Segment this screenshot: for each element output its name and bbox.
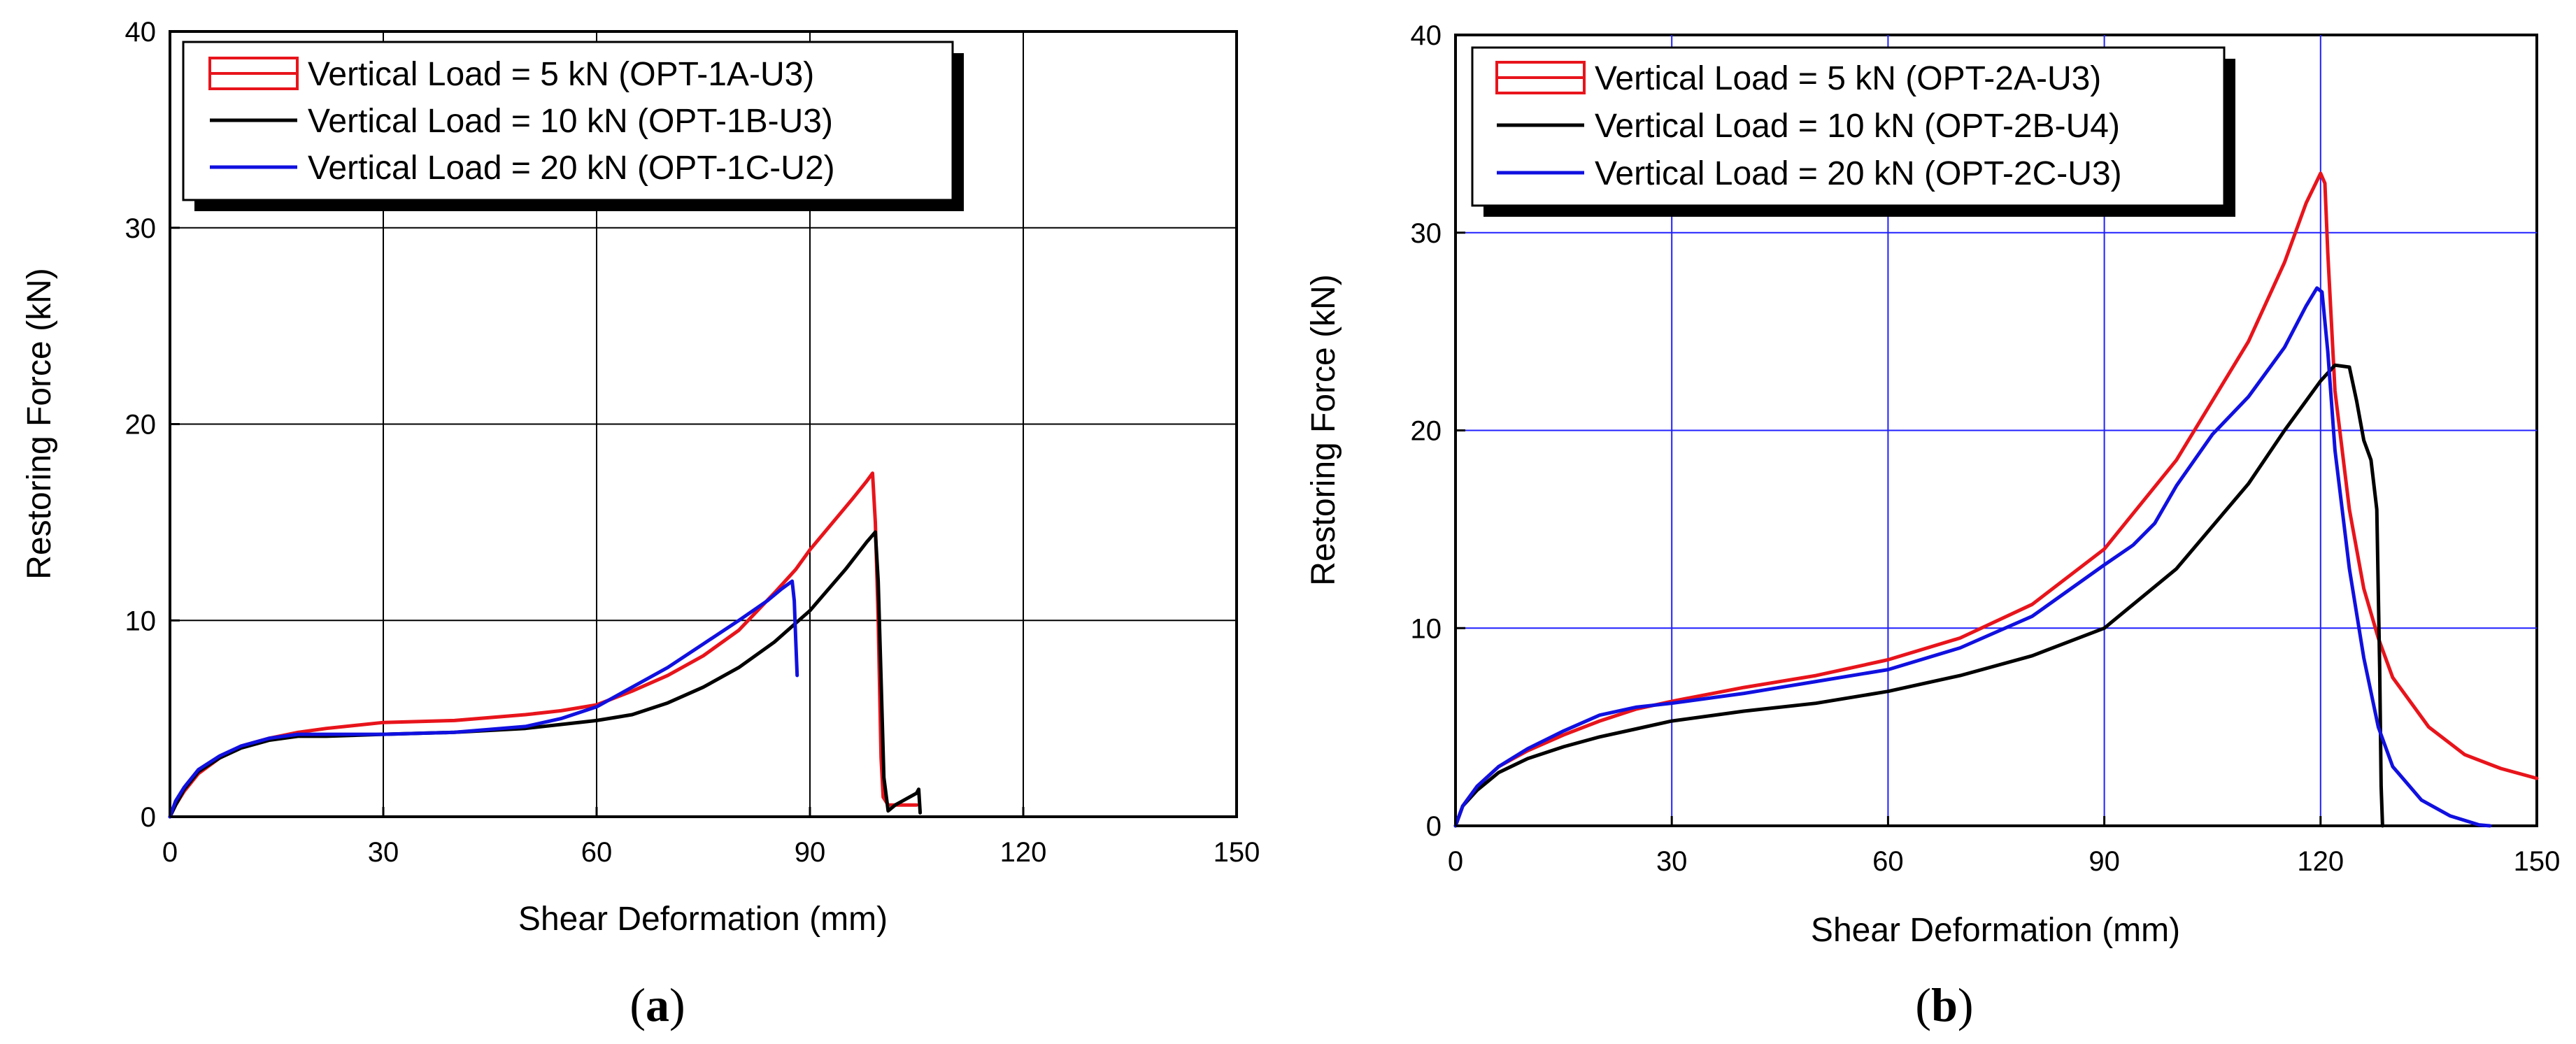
y-tick-label-b-0: 0	[1426, 811, 1442, 842]
x-tick-label-b-1: 30	[1656, 846, 1688, 877]
y-tick-label-a-3: 30	[125, 213, 157, 244]
x-tick-label-a-2: 60	[581, 837, 613, 868]
x-tick-label-a-5: 150	[1214, 837, 1260, 868]
chart-panel-a: 0 30 60 90 120 150 0 10 20 30 40 Shear Deformation…	[21, 17, 1260, 1031]
y-tick-label-b-3: 30	[1411, 218, 1442, 249]
y-tick-label-b-1: 10	[1411, 613, 1442, 644]
y-tick-label-b-2: 20	[1411, 416, 1442, 447]
x-tick-label-a-4: 120	[1000, 837, 1047, 868]
legend-label-b-2: Vertical Load = 20 kN (OPT-2C-U3)	[1595, 155, 2122, 192]
y-tick-label-a-1: 10	[125, 606, 157, 636]
legend-a: Vertical Load = 5 kN (OPT-1A-U3) Vertica…	[182, 41, 964, 211]
legend-b: Vertical Load = 5 kN (OPT-2A-U3) Vertica…	[1471, 46, 2235, 217]
y-axis-label-a: Restoring Force (kN)	[21, 268, 58, 579]
x-tick-label-a-1: 30	[368, 837, 399, 868]
x-tick-label-a-0: 0	[162, 837, 178, 868]
legend-label-a-0: Vertical Load = 5 kN (OPT-1A-U3)	[308, 56, 814, 93]
series-line-b-2	[1453, 286, 2492, 828]
y-tick-label-a-0: 0	[141, 802, 156, 833]
x-tick-label-b-2: 60	[1872, 846, 1904, 877]
series-line-a-2	[168, 579, 799, 819]
x-tick-label-a-3: 90	[795, 837, 826, 868]
legend-box-b	[1471, 46, 2226, 207]
series-line-b-1	[1453, 363, 2384, 828]
y-axis-label-b: Restoring Force (kN)	[1305, 274, 1342, 585]
series-group-b	[1453, 171, 2539, 828]
series-line-a-1	[168, 530, 923, 819]
caption-a: (a)	[629, 978, 685, 1031]
tick-labels-a: 0 30 60 90 120 150 0 10 20 30 40	[125, 17, 1260, 868]
x-axis-label-a: Shear Deformation (mm)	[518, 901, 888, 938]
legend-label-a-1: Vertical Load = 10 kN (OPT-1B-U3)	[308, 103, 833, 140]
legend-label-b-1: Vertical Load = 10 kN (OPT-2B-U4)	[1595, 108, 2120, 145]
legend-label-b-0: Vertical Load = 5 kN (OPT-2A-U3)	[1595, 60, 2101, 97]
x-tick-label-b-3: 90	[2088, 846, 2120, 877]
caption-b: (b)	[1915, 978, 1973, 1031]
x-axis-label-b: Shear Deformation (mm)	[1811, 912, 2180, 949]
chart-panel-b: 0 30 60 90 120 150 0 10 20 30 40 Shear Deformation…	[1305, 20, 2560, 1031]
x-tick-label-b-5: 150	[2514, 846, 2561, 877]
x-tick-label-b-0: 0	[1448, 846, 1463, 877]
legend-box-a	[182, 41, 954, 201]
x-tick-label-b-4: 120	[2297, 846, 2344, 877]
legend-label-a-2: Vertical Load = 20 kN (OPT-1C-U2)	[308, 150, 835, 187]
y-tick-label-b-4: 40	[1411, 20, 1442, 51]
tick-labels-b: 0 30 60 90 120 150 0 10 20 30 40	[1411, 20, 2561, 877]
y-tick-label-a-4: 40	[125, 17, 157, 48]
y-tick-label-a-2: 20	[125, 410, 157, 441]
series-group-a	[168, 471, 923, 819]
